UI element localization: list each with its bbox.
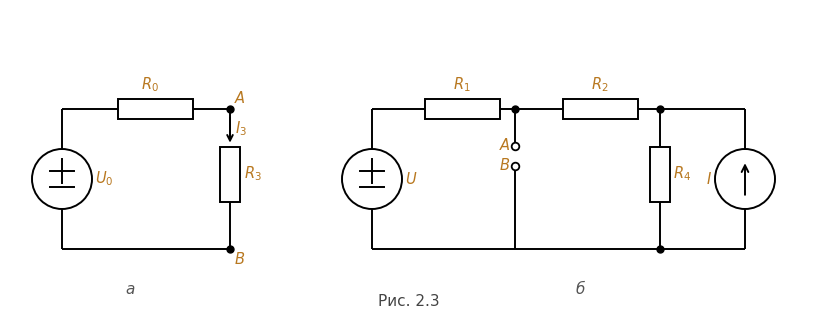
Text: $R_2$: $R_2$ — [591, 75, 609, 94]
Bar — [650, 146, 670, 202]
Bar — [563, 99, 637, 119]
Text: a: a — [125, 282, 135, 297]
Text: $R_0$: $R_0$ — [141, 75, 159, 94]
Ellipse shape — [342, 149, 402, 209]
Text: A: A — [500, 138, 510, 153]
Text: б: б — [575, 282, 585, 297]
Text: B: B — [500, 159, 510, 174]
Ellipse shape — [32, 149, 92, 209]
Bar — [118, 99, 192, 119]
Text: Рис. 2.3: Рис. 2.3 — [378, 294, 440, 309]
Text: $I_3$: $I_3$ — [235, 119, 247, 138]
Text: $U_0$: $U_0$ — [95, 170, 114, 188]
Text: $R_1$: $R_1$ — [453, 75, 471, 94]
Text: $R_3$: $R_3$ — [244, 165, 262, 183]
Text: $I$: $I$ — [706, 171, 712, 187]
Bar — [220, 146, 240, 202]
Text: B: B — [235, 252, 245, 267]
Text: $U$: $U$ — [405, 171, 417, 187]
Bar — [425, 99, 500, 119]
Text: A: A — [235, 91, 245, 106]
Ellipse shape — [715, 149, 775, 209]
Text: $R_4$: $R_4$ — [673, 165, 691, 183]
